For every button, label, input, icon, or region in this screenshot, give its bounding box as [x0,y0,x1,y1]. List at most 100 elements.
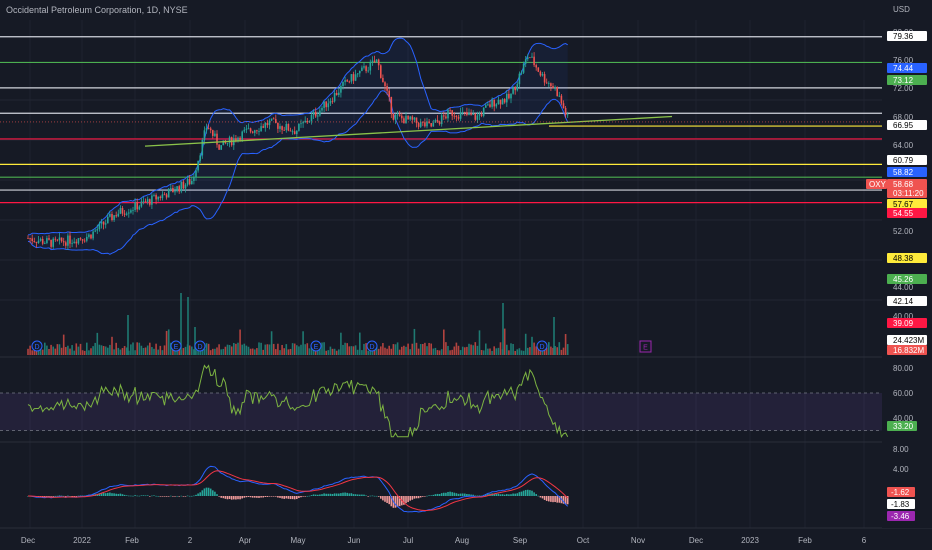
volume-bar [153,348,155,355]
macd-histogram-bar [201,490,204,496]
candle-body [121,208,124,214]
volume-bar [321,342,323,355]
volume-bar [419,344,422,355]
volume-bar [518,348,521,355]
macd-histogram-bar [333,493,336,496]
macd-histogram-bar [291,496,294,500]
macd-histogram-bar [464,493,466,496]
ascending-trendline [144,115,673,147]
candle-body [348,81,351,83]
macd-histogram-bar [275,496,277,497]
macd-histogram-bar [386,496,388,503]
candle-body [440,115,443,125]
macd-label-box [887,499,915,509]
macd-histogram-bar [352,494,355,496]
volume-bar [527,347,529,355]
volume-bar [136,342,138,355]
macd-histogram-bar [495,494,498,496]
trendline[interactable] [0,115,882,147]
volume-bar [333,348,336,355]
candle-body [338,92,340,95]
macd-histogram-bar [256,496,258,498]
volume-bar [81,350,84,355]
price-label: 74.44 [893,64,914,73]
candle-body [325,101,327,108]
volume-bar [191,346,193,355]
price-label: 73.12 [893,76,914,85]
candle-body [50,239,52,247]
volume-bar [121,348,124,355]
macd-tick: 8.00 [893,445,909,454]
macd-histogram-bar [104,493,107,496]
volume-bar [476,345,479,355]
volume-bar [117,347,120,355]
volume-bar [115,342,117,355]
macd-histogram-bar [109,492,111,496]
volume-bar [403,345,405,355]
volume-bar [531,336,533,355]
candle-body [197,160,199,171]
macd-histogram-bar [233,496,235,500]
volume-bar [262,349,264,355]
volume-bar [350,346,353,355]
volume-bar [508,350,510,355]
macd-histogram-bar [325,493,327,496]
volume-bar [346,343,348,355]
candle-body [29,238,31,239]
time-tick: 2 [188,536,193,545]
volume-bar [331,348,334,355]
candle-body [480,114,483,116]
symbol-tag-box [866,179,887,189]
volume-bar [436,350,439,355]
macd-histogram-bar [228,496,231,499]
price-label-box [887,253,927,263]
macd-histogram-bar [541,496,544,499]
volume-bar [100,345,103,355]
candle-body [191,181,193,185]
time-axis[interactable]: Dec 2022 Feb 2 Apr May Jun Jul Aug Sep Oct Nov Dec 20… [21,536,867,545]
macd-histogram-bar [564,496,567,505]
volume-bar [566,344,569,355]
macd-histogram-bar [537,495,540,497]
macd-label-box [887,511,915,521]
candle-body [476,115,479,120]
macd-histogram-bar [205,487,208,496]
volume-bar [291,343,294,355]
event-marker-label: D [539,344,544,351]
volume-bar [243,343,246,355]
macd-histogram-bar [424,496,426,497]
volume-bar [524,333,527,355]
time-tick: Sep [513,536,528,545]
price-label-box [887,155,927,165]
candle-body [560,95,563,104]
candle-body [239,137,241,141]
price-label-box [887,167,927,177]
candle-body [434,119,437,123]
candle-body [216,133,218,145]
volume-bar [493,346,495,355]
volume-bar [230,346,233,355]
macd-histogram-bar [474,495,477,497]
candle-body [493,99,495,107]
volume-bar [224,346,227,355]
macd-histogram-bar [115,493,117,496]
macd-histogram-bar [75,496,78,497]
macd-histogram-bar [548,496,550,502]
volume-bar [178,346,180,355]
price-axis[interactable]: 80.00 76.00 72.00 68.00 64.00 52.00 44.00 40.00… [866,0,932,528]
candle-body [541,74,544,76]
volume-bar [487,348,489,355]
volume-bar [226,344,229,355]
time-tick: Aug [455,536,469,545]
macd-histogram-bar [356,494,359,496]
macd-histogram-bar [214,491,216,496]
volume-bar [130,344,132,355]
volume-bar [548,342,550,355]
macd-histogram-bar [167,496,170,497]
candle-body [447,109,449,119]
volume-bar [94,342,96,355]
macd-histogram-bar [426,495,428,497]
macd-pane [27,465,569,513]
